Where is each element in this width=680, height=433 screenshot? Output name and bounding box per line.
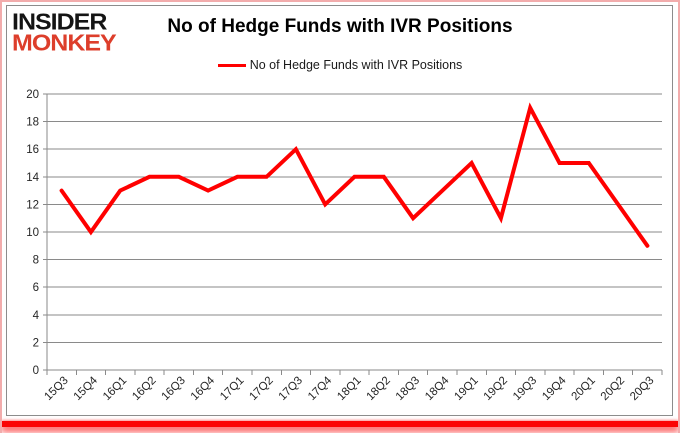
y-axis-label: 16: [26, 144, 39, 156]
bottom-red-bar: [2, 421, 678, 427]
x-axis-label: 18Q1: [335, 375, 363, 403]
x-axis-label: 19Q2: [482, 375, 510, 403]
x-axis-label: 17Q1: [218, 375, 246, 403]
x-axis-label: 20Q3: [628, 375, 656, 403]
y-axis-label: 14: [26, 172, 39, 184]
logo-line-insider: INSIDER: [12, 9, 107, 36]
logo-line-monkey: MONKEY: [12, 30, 117, 57]
x-axis-label: 17Q2: [247, 375, 275, 403]
y-axis-label: 10: [26, 227, 39, 239]
legend-line-swatch: [217, 63, 246, 67]
y-axis-label: 0: [33, 365, 39, 377]
y-axis-label: 20: [26, 89, 39, 101]
x-axis-label: 17Q4: [306, 374, 335, 403]
x-axis-label: 19Q3: [511, 375, 539, 403]
x-axis-label: 20Q1: [570, 375, 598, 403]
y-axis-label: 18: [26, 117, 39, 129]
x-axis-label: 15Q4: [72, 374, 101, 403]
x-axis-label: 16Q3: [160, 375, 188, 403]
insider-monkey-logo: INSIDER MONKEY: [12, 9, 117, 57]
y-axis-label: 2: [33, 337, 39, 349]
y-axis-label: 12: [26, 199, 39, 211]
chart-title: No of Hedge Funds with IVR Positions: [167, 16, 513, 37]
y-axis-label: 4: [33, 310, 40, 322]
x-axis-label: 18Q4: [423, 374, 452, 403]
chart-legend: No of Hedge Funds with IVR Positions: [2, 58, 678, 72]
x-axis-label: 18Q3: [394, 375, 422, 403]
x-axis-label: 16Q2: [130, 375, 158, 403]
x-axis-label: 15Q3: [42, 375, 70, 403]
x-axis-label: 20Q2: [599, 375, 627, 403]
x-axis-label: 18Q2: [365, 375, 393, 403]
data-line: [59, 102, 650, 248]
x-axis-label: 19Q1: [452, 375, 480, 403]
x-axis-label: 17Q3: [277, 375, 305, 403]
x-axis-label: 16Q1: [101, 375, 129, 403]
y-axis-label: 8: [33, 255, 39, 267]
x-axis-label: 19Q4: [540, 374, 569, 403]
x-axis-label: 16Q4: [189, 374, 218, 403]
legend-label: No of Hedge Funds with IVR Positions: [249, 58, 463, 72]
y-axis-label: 6: [33, 282, 39, 294]
